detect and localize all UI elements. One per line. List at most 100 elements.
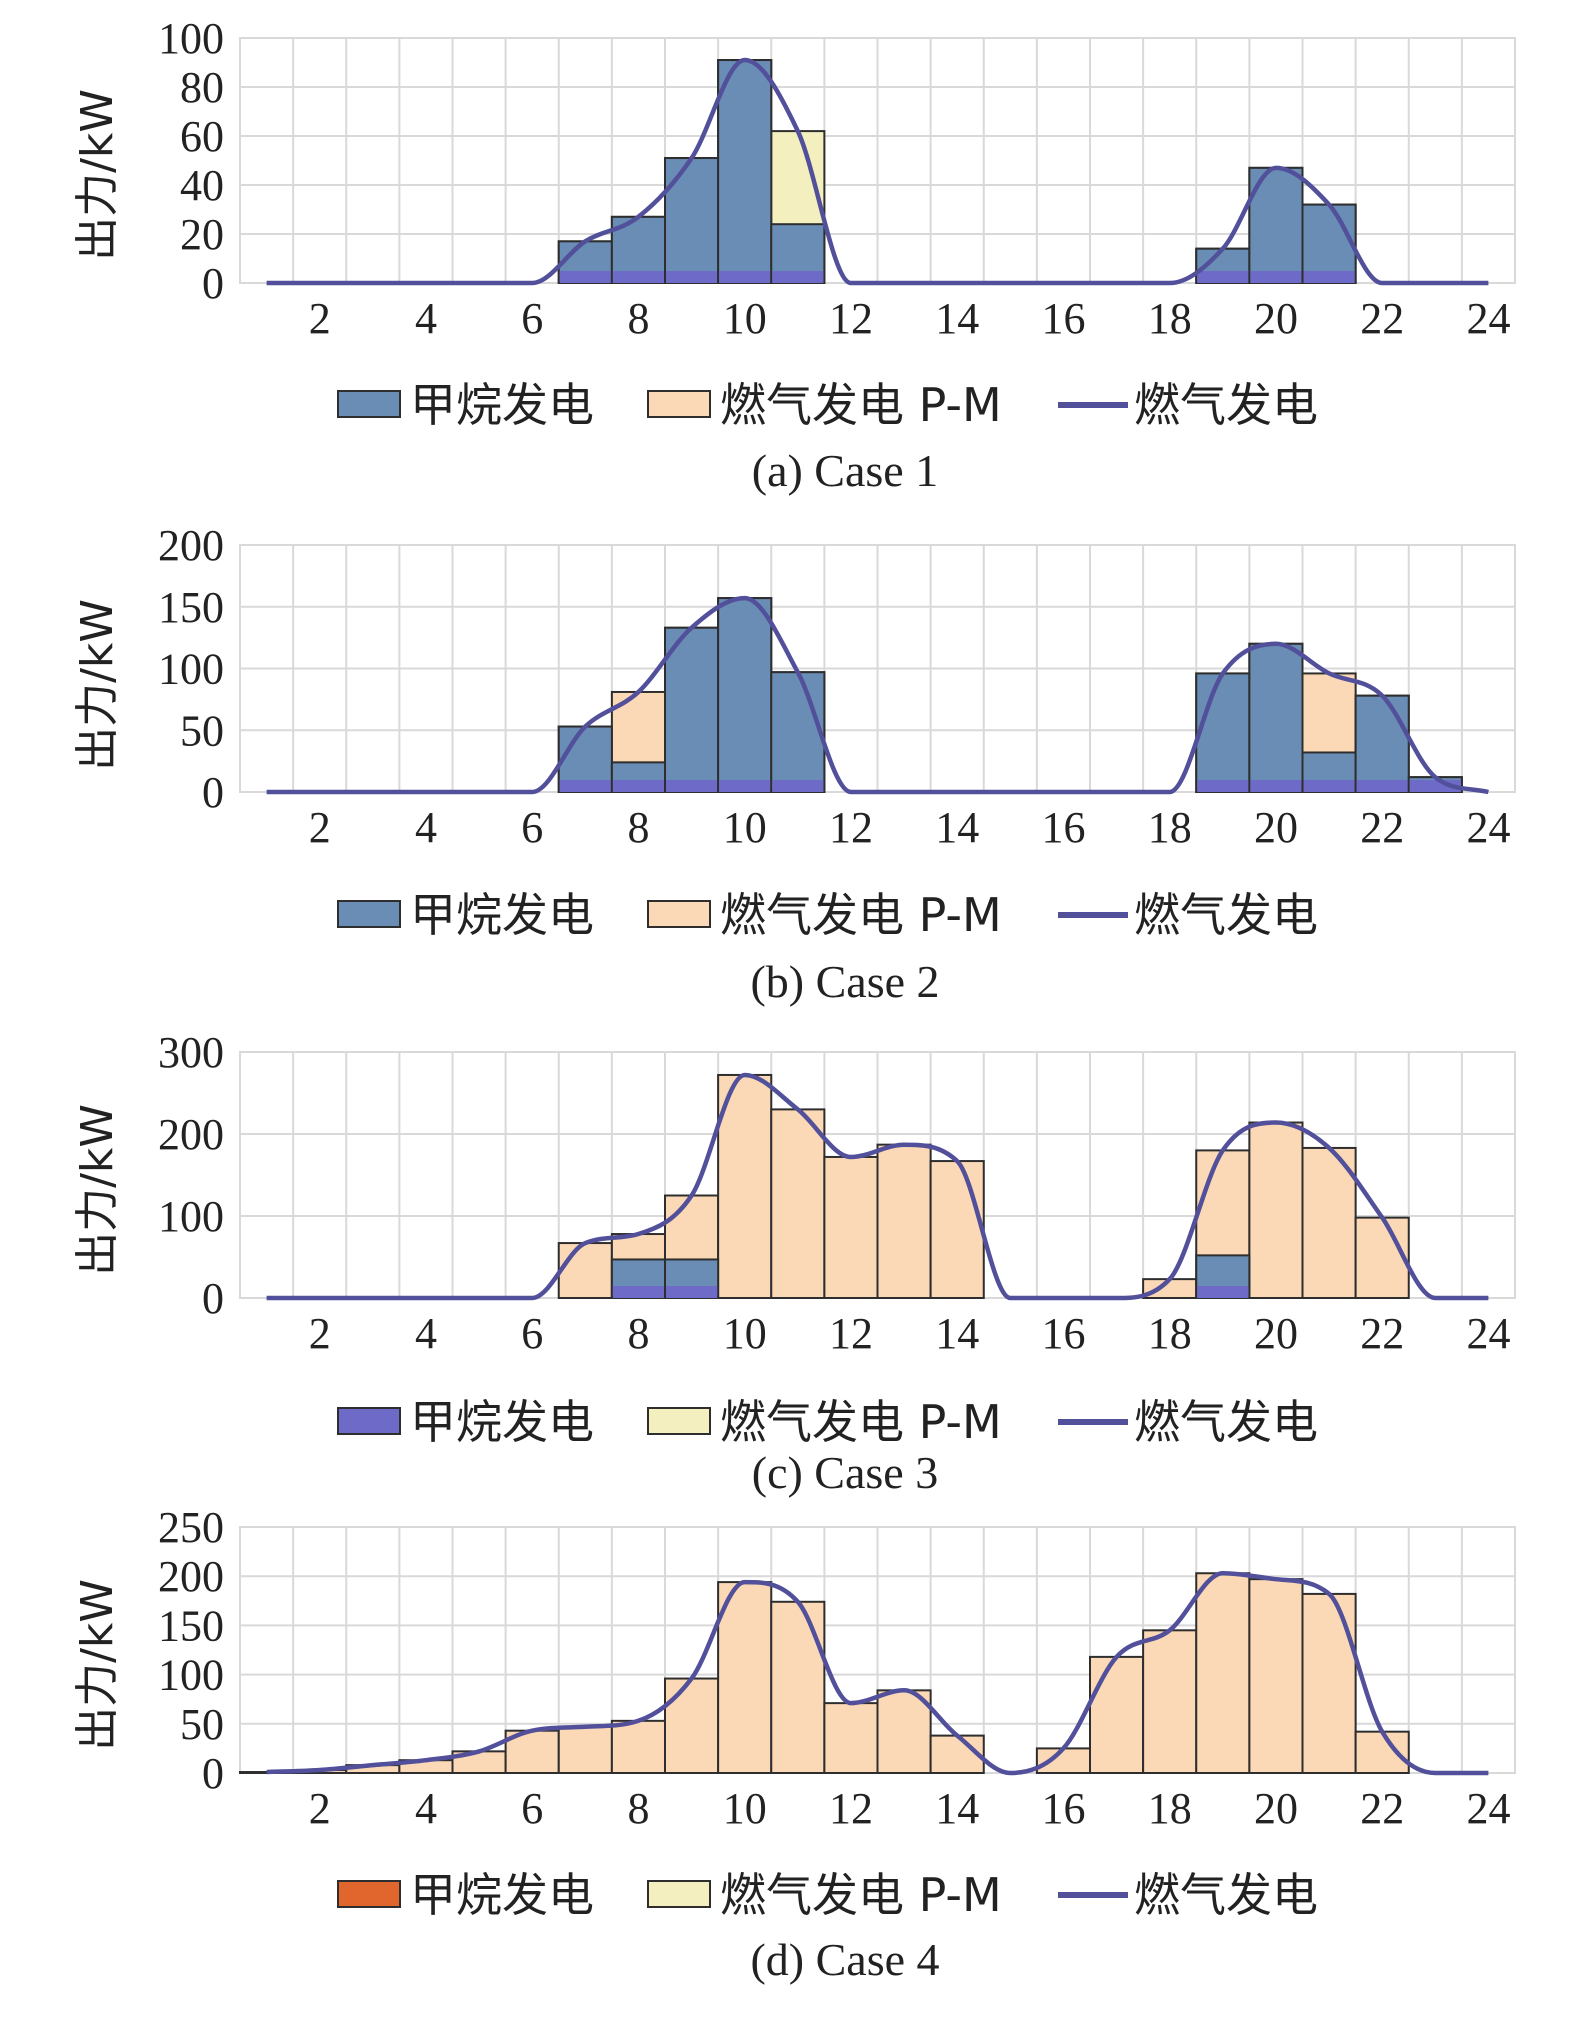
x-tick-label: 8 bbox=[627, 1784, 649, 1833]
x-tick-label: 20 bbox=[1254, 1309, 1298, 1358]
x-tick-label: 2 bbox=[309, 803, 331, 852]
bar-methane-base bbox=[1250, 271, 1302, 283]
x-tick-label: 2 bbox=[309, 1309, 331, 1358]
y-tick-label: 0 bbox=[202, 259, 224, 308]
x-tick-label: 18 bbox=[1148, 294, 1192, 343]
bar-methane-base bbox=[1356, 780, 1408, 792]
y-tick-label: 150 bbox=[158, 583, 224, 632]
bar-methane-base bbox=[612, 271, 664, 283]
x-tick-label: 18 bbox=[1148, 1784, 1192, 1833]
bar-methane-base bbox=[1303, 271, 1355, 283]
legend-label-gas-total: 燃气发电 bbox=[1134, 888, 1318, 942]
y-axis-title: 出力/kW bbox=[72, 89, 123, 261]
y-tick-label: 40 bbox=[180, 161, 224, 210]
legend-label-gas-pm: 燃气发电 P-M bbox=[720, 378, 1002, 432]
x-tick-label: 24 bbox=[1466, 803, 1510, 852]
bar-gas-pm bbox=[823, 1155, 879, 1299]
y-tick-label: 150 bbox=[158, 1601, 224, 1650]
legend-swatch-methane bbox=[337, 390, 401, 418]
x-tick-label: 22 bbox=[1360, 803, 1404, 852]
x-tick-label: 14 bbox=[935, 803, 979, 852]
y-tick-label: 100 bbox=[158, 645, 224, 694]
x-tick-label: 12 bbox=[829, 1784, 873, 1833]
y-tick-label: 250 bbox=[158, 1503, 224, 1552]
y-axis-title: 出力/kW bbox=[72, 1579, 123, 1751]
x-tick-label: 16 bbox=[1041, 1309, 1085, 1358]
bar-methane-base bbox=[719, 780, 771, 792]
bar-gas-pm bbox=[1195, 1572, 1251, 1775]
bar-gas-pm bbox=[717, 1581, 773, 1774]
x-tick-label: 24 bbox=[1466, 1784, 1510, 1833]
bar-gas-pm bbox=[1301, 1592, 1357, 1774]
y-axis-title: 出力/kW bbox=[72, 599, 123, 771]
x-tick-label: 24 bbox=[1466, 1309, 1510, 1358]
y-tick-label: 0 bbox=[202, 1749, 224, 1798]
legend-label-gas-pm: 燃气发电 P-M bbox=[720, 1868, 1002, 1922]
x-tick-label: 8 bbox=[627, 294, 649, 343]
legend-swatch-methane bbox=[337, 1880, 401, 1908]
y-tick-label: 0 bbox=[202, 768, 224, 817]
x-tick-label: 8 bbox=[627, 1309, 649, 1358]
bar-methane bbox=[717, 59, 773, 284]
y-tick-label: 100 bbox=[158, 1192, 224, 1241]
x-tick-label: 6 bbox=[521, 1309, 543, 1358]
bar-methane-base bbox=[1250, 780, 1302, 792]
panel-caption: (a) Case 1 bbox=[752, 445, 938, 496]
y-tick-label: 50 bbox=[180, 1700, 224, 1749]
x-tick-label: 10 bbox=[723, 1784, 767, 1833]
legend-swatch-methane bbox=[337, 1407, 401, 1435]
bar-gas-pm bbox=[1089, 1655, 1145, 1774]
y-axis-title: 出力/kW bbox=[72, 1104, 123, 1276]
bar-methane-base bbox=[612, 780, 664, 792]
x-tick-label: 4 bbox=[415, 294, 437, 343]
x-tick-label: 14 bbox=[935, 1784, 979, 1833]
bar-methane-base bbox=[559, 780, 611, 792]
x-tick-label: 10 bbox=[723, 803, 767, 852]
bar-gas-pm bbox=[1354, 1216, 1410, 1300]
bar-methane bbox=[1248, 642, 1304, 793]
line-gas-total bbox=[266, 57, 1489, 286]
bar-gas-pm bbox=[610, 1719, 666, 1775]
bar-gas-pm bbox=[1248, 1578, 1304, 1774]
panel-case-3: 0100200300出力/kW2 4 6 8 10 12 14 16 18 20 22 24甲烷发电燃… bbox=[72, 1028, 1516, 1498]
bar-methane-base bbox=[1197, 1286, 1249, 1298]
x-tick-label: 12 bbox=[829, 803, 873, 852]
bar-gas-pm bbox=[557, 1242, 613, 1300]
legend-swatch-gas-pm bbox=[647, 1407, 711, 1435]
x-tick-label: 14 bbox=[935, 294, 979, 343]
y-tick-label: 50 bbox=[180, 706, 224, 755]
x-tick-label: 4 bbox=[415, 803, 437, 852]
y-tick-label: 100 bbox=[158, 1651, 224, 1700]
legend-label-gas-total: 燃气发电 bbox=[1134, 1395, 1318, 1449]
y-tick-label: 200 bbox=[158, 521, 224, 570]
legend-label-methane: 甲烷发电 bbox=[410, 378, 594, 432]
x-tick-label: 20 bbox=[1254, 1784, 1298, 1833]
y-tick-label: 60 bbox=[180, 112, 224, 161]
x-tick-label: 8 bbox=[627, 803, 649, 852]
line-gas-total bbox=[266, 595, 1489, 795]
bar-gas-pm bbox=[876, 1689, 932, 1774]
bar-gas-pm bbox=[664, 1677, 720, 1775]
y-tick-label: 20 bbox=[180, 210, 224, 259]
x-tick-label: 22 bbox=[1360, 1784, 1404, 1833]
bar-gas-pm bbox=[1354, 1730, 1410, 1774]
x-tick-label: 22 bbox=[1360, 294, 1404, 343]
x-tick-label: 18 bbox=[1148, 1309, 1192, 1358]
bar-gas-pm bbox=[823, 1702, 879, 1774]
x-tick-label: 22 bbox=[1360, 1309, 1404, 1358]
y-tick-label: 200 bbox=[158, 1552, 224, 1601]
x-tick-label: 2 bbox=[309, 294, 331, 343]
legend-label-methane: 甲烷发电 bbox=[410, 1395, 594, 1449]
y-tick-label: 100 bbox=[158, 14, 224, 63]
x-tick-label: 2 bbox=[309, 1784, 331, 1833]
bar-methane-base bbox=[612, 1286, 664, 1298]
legend-swatch-gas-pm bbox=[647, 1880, 711, 1908]
bar-methane-base bbox=[666, 271, 718, 283]
bar-methane-base bbox=[719, 271, 771, 283]
panel-caption: (c) Case 3 bbox=[752, 1447, 938, 1498]
bar-gas-pm bbox=[770, 1108, 826, 1300]
legend-swatch-gas-pm bbox=[647, 900, 711, 928]
